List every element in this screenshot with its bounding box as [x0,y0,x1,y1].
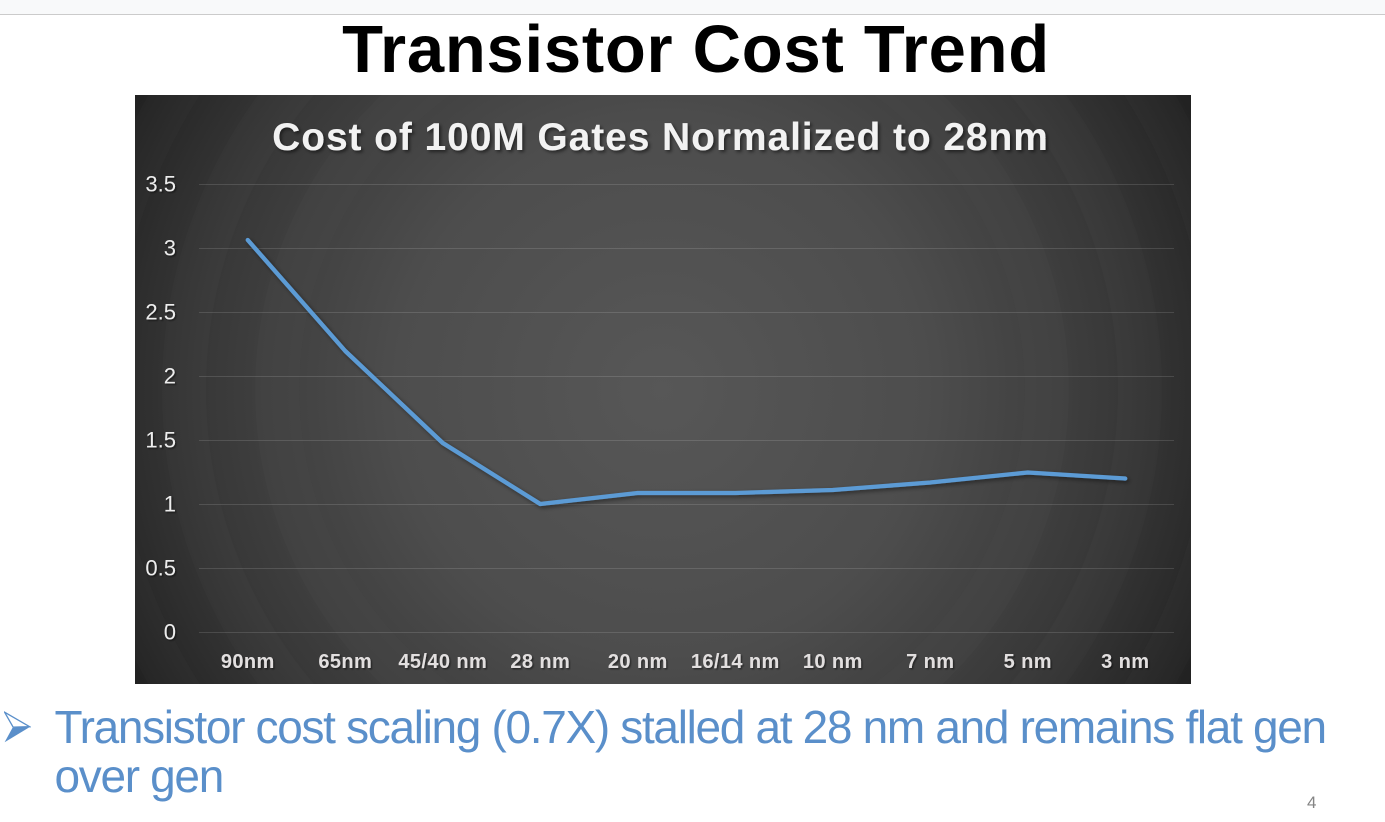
svg-text:28 nm: 28 nm [510,651,570,673]
svg-text:5 nm: 5 nm [1004,651,1052,673]
svg-text:65nm: 65nm [318,651,372,673]
svg-text:3.5: 3.5 [145,172,176,197]
svg-text:3: 3 [164,236,176,261]
svg-text:16/14 nm: 16/14 nm [691,651,780,673]
svg-text:3 nm: 3 nm [1101,651,1149,673]
svg-text:2: 2 [164,364,176,389]
svg-text:20 nm: 20 nm [608,651,668,673]
svg-text:45/40 nm: 45/40 nm [398,651,487,673]
svg-text:0: 0 [164,620,176,645]
svg-text:1.5: 1.5 [145,428,176,453]
svg-text:1: 1 [164,492,176,517]
svg-text:2.5: 2.5 [145,300,176,325]
svg-text:90nm: 90nm [221,651,275,673]
svg-text:0.5: 0.5 [145,556,176,581]
svg-text:10 nm: 10 nm [803,651,863,673]
svg-text:Cost of 100M Gates Normalized: Cost of 100M Gates Normalized to 28nm [272,116,1049,159]
svg-text:7 nm: 7 nm [906,651,954,673]
